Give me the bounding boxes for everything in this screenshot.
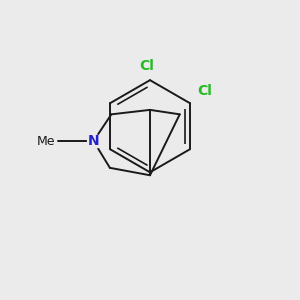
Text: N: N	[88, 134, 99, 148]
Text: Me: Me	[37, 135, 56, 148]
Text: Cl: Cl	[197, 84, 212, 98]
Text: Cl: Cl	[140, 59, 154, 73]
